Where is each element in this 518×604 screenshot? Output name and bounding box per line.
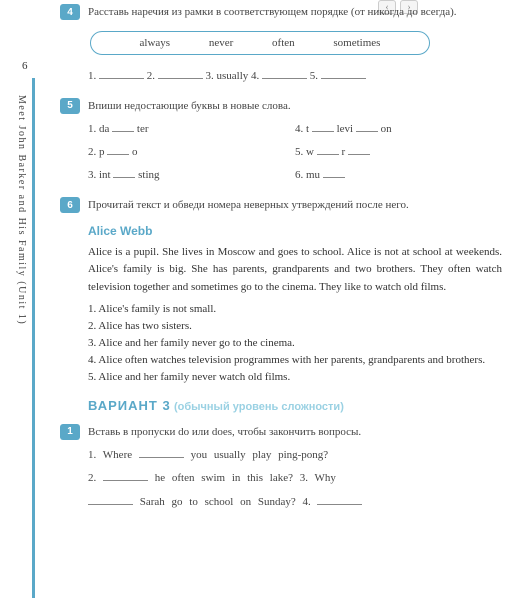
- task4-instruction: Расставь наречия из рамки в соответствую…: [88, 4, 457, 21]
- task5-item: 1. da ter: [88, 118, 295, 141]
- statement: 1. Alice's family is not small.: [88, 301, 502, 318]
- task5-item: 4. t levi on: [295, 118, 502, 141]
- task6-badge: 6: [60, 197, 80, 213]
- variant-heading: ВАРИАНТ 3 (обычный уровень сложности): [88, 398, 502, 414]
- variant-label: ВАРИАНТ 3: [88, 398, 171, 413]
- statement: 4. Alice often watches television progra…: [88, 352, 502, 369]
- task5-item: 3. int sting: [88, 164, 295, 187]
- task6-instruction: Прочитай текст и обведи номера неверных …: [88, 197, 409, 214]
- task1v3-q3: Sarah go to school on Sunday? 4.: [88, 491, 502, 514]
- variant-sub: (обычный уровень сложности): [174, 401, 344, 413]
- task1v3-instruction: Вставь в пропуски do или does, чтобы зак…: [88, 424, 361, 441]
- word: often: [272, 37, 295, 49]
- task4-badge: 4: [60, 4, 80, 20]
- task1v3-badge: 1: [60, 424, 80, 440]
- sidebar-title: Meet John Barker and His Family (Unit 1): [16, 95, 27, 395]
- task5-item: 5. w r: [295, 141, 502, 164]
- task5-badge: 5: [60, 98, 80, 114]
- story-statements: 1. Alice's family is not small. 2. Alice…: [88, 301, 502, 386]
- word: sometimes: [333, 37, 380, 49]
- task1v3-q1: 1. Where you usually play ping-pong?: [88, 444, 502, 467]
- statement: 2. Alice has two sisters.: [88, 318, 502, 335]
- page-number: 6: [22, 60, 28, 72]
- word: always: [140, 37, 171, 49]
- story-body: Alice is a pupil. She lives in Moscow an…: [88, 244, 502, 297]
- task5-item: 6. mu: [295, 164, 502, 187]
- task4-wordbox: always never often sometimes: [90, 31, 430, 55]
- statement: 3. Alice and her family never go to the …: [88, 335, 502, 352]
- task4-answers: 1. 2. 3. usually 4. 5.: [88, 65, 502, 88]
- task1v3-q2: 2. he often swim in this lake? 3. Why: [88, 467, 502, 490]
- story-title: Alice Webb: [88, 224, 502, 238]
- sidebar-rule: [32, 78, 35, 598]
- statement: 5. Alice and her family never watch old …: [88, 369, 502, 386]
- task5-grid: 1. da ter 2. p o 3. int sting 4. t levi …: [88, 118, 502, 187]
- task5-item: 2. p o: [88, 141, 295, 164]
- task5-instruction: Впиши недостающие буквы в новые слова.: [88, 98, 291, 115]
- word: never: [209, 37, 233, 49]
